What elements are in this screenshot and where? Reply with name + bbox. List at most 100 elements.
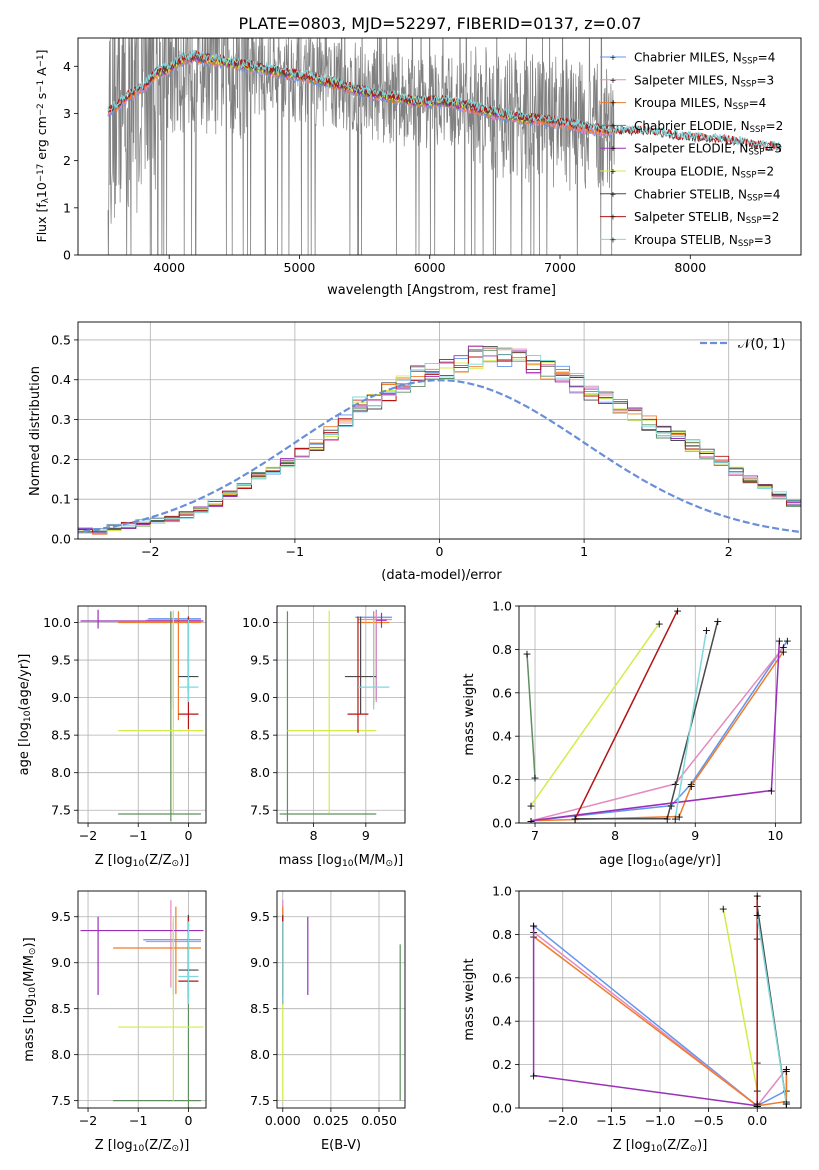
y-tick-label: 9.0 (250, 690, 270, 705)
legend-marker: + (610, 190, 617, 199)
y-tick-label: 7.5 (250, 1093, 270, 1108)
x-tick-label: 0 (184, 828, 192, 843)
y-tick-label: 8.5 (250, 728, 270, 743)
y-axis-label: mass [log10(M/M⊙)] (22, 937, 38, 1061)
plot-area: +++++++++++++++++++++++++ (529, 889, 791, 1113)
x-axis-label: Z [log10(Z/Z⊙)] (95, 1138, 190, 1154)
data-point-salpeter-miles: + (782, 1063, 791, 1076)
data-point-salpeter-stelib: + (753, 889, 762, 902)
y-tick-label: 0.3 (51, 412, 71, 427)
chart-mass_weight_vs_age: ++++++++ +++++++++++ ++++++7 8 9 10 0.0 0.2 0.4 0… (462, 599, 802, 869)
axes-frame (77, 321, 802, 540)
data-point-salpeter-miles: + (753, 1100, 762, 1113)
x-tick-label: 7000 (544, 260, 576, 275)
data-point-salpeter-elodie: + (775, 635, 784, 648)
x-tick-label: −1.0 (645, 1113, 675, 1128)
x-tick-label: 1 (580, 544, 588, 559)
data-point-salpeter-elodie: + (767, 784, 776, 797)
errorbar-kroupa-elodie (118, 916, 204, 1101)
errorbar-salpeter-miles (357, 612, 392, 703)
axes-frame (518, 890, 802, 1109)
histogram-kroupa-stelib (78, 347, 801, 534)
axes-frame (77, 37, 802, 256)
y-tick-label: 8.5 (51, 728, 71, 743)
errorbar-kroupa-miles (118, 611, 201, 721)
errorbar-kroupa-elodie (287, 610, 377, 814)
x-tick-label: −2 (79, 1113, 97, 1128)
y-tick-label: 9.0 (51, 690, 71, 705)
data-point-chabrier-miles: + (687, 778, 696, 791)
y-tick-label: 0.2 (51, 452, 71, 467)
errorbar-kroupa-stelib (357, 619, 390, 710)
series-line-kroupa-elodie (530, 622, 660, 807)
y-tick-label: 8.0 (250, 1047, 270, 1062)
x-tick-label: 0.000 (265, 1113, 301, 1128)
x-tick-label: 10 (767, 828, 783, 843)
y-tick-label: 0.8 (492, 642, 512, 657)
legend-label: Kroupa MILES, NSSP=4 (634, 96, 766, 112)
data-point-salpeter-elodie: + (753, 1100, 762, 1113)
errorbar-kroupa-elodie (118, 610, 204, 814)
chart-spectrum: 4000 5000 6000 7000 8000 0 1 2 3 4 + Chabrier MILES… (34, 37, 802, 298)
x-axis-label: wavelength [Angstrom, rest frame] (327, 283, 556, 298)
data-point-salpeter-elodie: + (526, 815, 535, 828)
x-tick-label: −1 (286, 544, 304, 559)
series-line-kroupa-stelib (674, 629, 708, 819)
x-tick-label: −0.5 (693, 1113, 723, 1128)
axes-frame (276, 890, 406, 1109)
x-tick-label: 0.025 (313, 1113, 349, 1128)
y-tick-label: 0.4 (492, 1014, 512, 1029)
series-line-salpeter-elodie (530, 640, 781, 822)
axes-frame (77, 605, 207, 824)
data-point-chabrier-miles: + (667, 800, 676, 813)
y-tick-label: 9.0 (250, 955, 270, 970)
legend-marker: + (610, 121, 617, 130)
plot-area (80, 900, 204, 1108)
series-line-salpeter-miles (530, 646, 784, 822)
data-point-kroupa-miles: + (687, 780, 696, 793)
data-point-chabrier-elodie: + (530, 771, 539, 784)
y-tick-label: 3 (63, 106, 71, 121)
y-tick-label: 7.5 (250, 803, 270, 818)
y-tick-label: 7.5 (51, 803, 71, 818)
x-tick-label: −1 (129, 828, 147, 843)
chart-age_vs_mass: 8 9 7.5 8.0 8.5 9.0 9.5 10.0 mass [log10(M/M⊙)] (242, 605, 406, 869)
y-tick-label: 0.6 (492, 970, 512, 985)
legend-label: Kroupa ELODIE, NSSP=2 (634, 165, 774, 181)
x-tick-label: 0.0 (747, 1113, 767, 1128)
x-tick-label: 5000 (284, 260, 316, 275)
legend-marker: + (610, 76, 617, 85)
y-tick-label: 8.0 (250, 765, 270, 780)
y-axis-label: age [log10(age/yr)] (17, 654, 33, 776)
legend-label: Salpeter MILES, NSSP=3 (634, 73, 774, 89)
legend-marker: + (610, 213, 617, 222)
y-tick-label: 1 (63, 200, 71, 215)
x-tick-label: 8000 (674, 260, 706, 275)
errorbar-chabrier-elodie (118, 611, 201, 822)
x-tick-label: 8 (310, 828, 318, 843)
x-tick-label: 2 (725, 544, 733, 559)
data-point-salpeter-miles: + (526, 815, 535, 828)
data-point-chabrier-miles: + (783, 635, 792, 648)
x-tick-label: −1.5 (596, 1113, 626, 1128)
data-point-kroupa-stelib: + (753, 909, 762, 922)
histogram-chabrier-elodie (78, 347, 801, 532)
x-tick-label: 4000 (153, 260, 185, 275)
legend-label: Salpeter ELODIE, NSSP=3 (634, 142, 782, 158)
chart-residual_hist: −2 −1 0 1 2 0.0 0.1 0.2 0.3 0.4 0.5 𝒩(0, 1) (data-mo… (28, 321, 802, 583)
data-spectrum-line (107, 38, 615, 255)
data-point-salpeter-miles: + (779, 641, 788, 654)
data-point-chabrier-miles: + (526, 815, 535, 828)
series-line-kroupa-miles (533, 936, 788, 1107)
y-tick-label: 8.5 (51, 1001, 71, 1016)
series-line-chabrier-elodie (526, 653, 536, 778)
data-point-salpeter-elodie: + (529, 920, 538, 933)
axes-frame (77, 890, 207, 1109)
y-tick-label: 0.0 (51, 532, 71, 547)
data-point-chabrier-stelib: + (663, 813, 672, 826)
legend-label: 𝒩(0, 1) (738, 337, 785, 352)
data-point-salpeter-elodie: + (529, 1069, 538, 1082)
data-point-kroupa-elodie: + (526, 800, 535, 813)
x-tick-label: 6000 (414, 260, 446, 275)
